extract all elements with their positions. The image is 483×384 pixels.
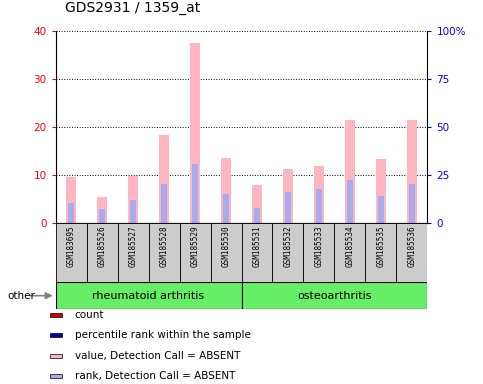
Bar [158, 136, 170, 223]
Bar [366, 223, 397, 282]
Bar [211, 223, 242, 282]
Bar [68, 203, 74, 223]
Bar [376, 159, 386, 223]
Bar [397, 223, 427, 282]
Bar [254, 208, 260, 223]
Bar [192, 164, 198, 223]
Bar [50, 333, 62, 338]
Bar [97, 197, 107, 223]
Bar [56, 282, 242, 309]
Text: GSM185530: GSM185530 [222, 226, 230, 267]
Text: GSM185533: GSM185533 [314, 226, 324, 267]
Bar [283, 169, 293, 223]
Text: count: count [74, 310, 104, 320]
Bar [50, 374, 62, 379]
Bar [223, 194, 229, 223]
Text: GSM185531: GSM185531 [253, 226, 261, 267]
Bar [180, 223, 211, 282]
Text: percentile rank within the sample: percentile rank within the sample [74, 330, 250, 340]
Bar [407, 119, 417, 223]
Bar [409, 184, 415, 223]
Text: GSM185527: GSM185527 [128, 226, 138, 267]
Bar [242, 223, 272, 282]
Text: GDS2931 / 1359_at: GDS2931 / 1359_at [65, 2, 200, 15]
Text: GSM183695: GSM183695 [67, 226, 75, 267]
Text: GSM185532: GSM185532 [284, 226, 293, 267]
Bar [378, 196, 384, 223]
Text: GSM185528: GSM185528 [159, 226, 169, 267]
Bar [190, 43, 200, 223]
Text: GSM185535: GSM185535 [376, 226, 385, 267]
Bar [86, 223, 117, 282]
Bar [252, 185, 262, 223]
Bar [149, 223, 180, 282]
Bar [56, 223, 86, 282]
Bar [316, 189, 322, 223]
Bar [50, 354, 62, 358]
Text: GSM185529: GSM185529 [190, 226, 199, 267]
Bar [285, 192, 291, 223]
Bar [303, 223, 334, 282]
Bar [334, 223, 366, 282]
Text: value, Detection Call = ABSENT: value, Detection Call = ABSENT [74, 351, 240, 361]
Bar [272, 223, 303, 282]
Text: GSM185536: GSM185536 [408, 226, 416, 267]
Bar [128, 176, 139, 223]
Text: other: other [7, 291, 35, 301]
Text: GSM185534: GSM185534 [345, 226, 355, 267]
Bar [66, 177, 76, 223]
Text: GSM185526: GSM185526 [98, 226, 107, 267]
Bar [99, 209, 105, 223]
Bar [130, 200, 136, 223]
Bar [313, 166, 325, 223]
Text: rank, Detection Call = ABSENT: rank, Detection Call = ABSENT [74, 371, 235, 381]
Bar [117, 223, 149, 282]
Text: osteoarthritis: osteoarthritis [297, 291, 372, 301]
Bar [221, 158, 231, 223]
Bar [242, 282, 427, 309]
Bar [347, 180, 353, 223]
Bar [161, 184, 167, 223]
Bar [50, 313, 62, 317]
Text: rheumatoid arthritis: rheumatoid arthritis [92, 291, 205, 301]
Bar [344, 119, 355, 223]
